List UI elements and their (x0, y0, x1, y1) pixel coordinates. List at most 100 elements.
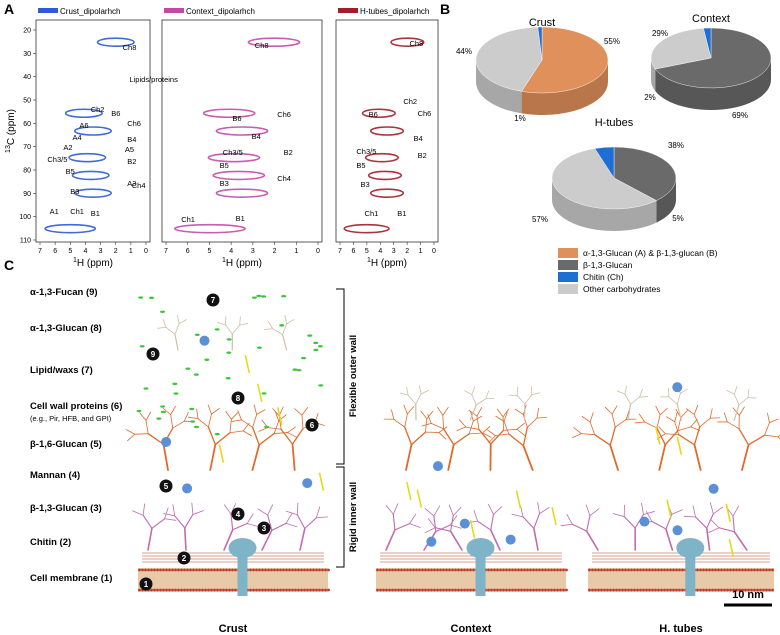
polysaccharide-chain (676, 392, 681, 405)
lipid-wax (551, 506, 557, 526)
lipid-head (547, 588, 550, 592)
polysaccharide-chain (490, 429, 505, 445)
polysaccharide-chain (125, 429, 136, 435)
y-tick-label: 90 (23, 191, 31, 198)
lipid-head (517, 588, 520, 592)
lipid-head (550, 568, 553, 572)
lipid-head (502, 568, 505, 572)
lipid-head (702, 588, 705, 592)
polysaccharide-chain (643, 511, 655, 515)
peak-label: B6 (369, 110, 378, 119)
marker-number: 7 (211, 296, 216, 305)
peak-label: B4 (127, 135, 136, 144)
lipid-head (258, 568, 261, 572)
lipid-head (418, 568, 421, 572)
polysaccharide-chain (268, 321, 274, 330)
polysaccharide-chain (448, 504, 454, 516)
polysaccharide-chain (145, 411, 152, 421)
lipid-head (660, 588, 663, 592)
lipid-head (720, 588, 723, 592)
polysaccharide-chain (267, 514, 273, 531)
peak-label: Ch4 (277, 174, 291, 183)
lipid-head (741, 568, 744, 572)
polysaccharide-chain (634, 421, 646, 424)
lipid-head (454, 568, 457, 572)
lipid-head (168, 568, 171, 572)
lipid-head (261, 568, 264, 572)
polysaccharide-chain (433, 515, 437, 533)
lipid-head (297, 568, 300, 572)
lipid-head (663, 568, 666, 572)
x-axis-title: 1H (ppm) (222, 257, 262, 269)
polysaccharide-chain (272, 408, 280, 417)
polysaccharide-chain (174, 515, 186, 529)
lipid-head (591, 568, 594, 572)
lipid-head (454, 588, 457, 592)
lipid-head (270, 568, 273, 572)
lipid-head (460, 588, 463, 592)
lipid-head (666, 588, 669, 592)
lipid-head (276, 568, 279, 572)
polysaccharide-chain (609, 426, 616, 446)
polysaccharide-chain (695, 516, 708, 529)
peak-label: B4 (414, 134, 423, 143)
inner-wall-label: Rigid inner wall (348, 482, 359, 552)
lipid-head (153, 568, 156, 572)
polysaccharide-chain (239, 322, 249, 326)
polysaccharide-chain (638, 413, 646, 423)
lipid-head (300, 588, 303, 592)
polysaccharide-chain (471, 386, 476, 395)
lipid-head (708, 588, 711, 592)
polysaccharide-chain (442, 414, 445, 430)
pie-3: H-tubes 38% 57% 5% (532, 117, 684, 231)
lipid-head (147, 568, 150, 572)
polysaccharide-chain (452, 506, 462, 516)
polysaccharide-chain (172, 420, 185, 429)
lipid-head (171, 588, 174, 592)
polysaccharide-chain (732, 407, 740, 416)
polysaccharide-chain (450, 515, 454, 532)
lipid-head (708, 568, 711, 572)
lipid-head (273, 588, 276, 592)
polysaccharide-chain (430, 422, 445, 430)
lipid-head (279, 568, 282, 572)
polysaccharide-chain (764, 434, 779, 438)
lipid-head (213, 568, 216, 572)
lipid-head (762, 568, 765, 572)
polysaccharide-chain (267, 504, 274, 516)
contour-peak (64, 108, 103, 119)
lipid-head (457, 568, 460, 572)
polysaccharide-chain (151, 518, 166, 529)
fucan-unit (281, 295, 287, 298)
marker-circle (139, 577, 153, 591)
x-tick-label: 3 (99, 248, 103, 255)
polysaccharide-chain (392, 513, 396, 531)
polysaccharide-chain (495, 415, 505, 422)
lipid-head (376, 568, 379, 572)
fucan-unit (256, 294, 262, 298)
polysaccharide-chain (258, 432, 275, 446)
polysaccharide-chain (164, 518, 177, 521)
polysaccharide-chain (170, 414, 174, 429)
fucan-unit (172, 382, 178, 386)
polysaccharide-chain (394, 523, 411, 531)
lipid-head (285, 568, 288, 572)
x-tick-label: 2 (114, 248, 118, 255)
lipid-head (559, 588, 562, 592)
polysaccharide-chain (586, 515, 591, 532)
lipid-head (487, 588, 490, 592)
x-tick-label: 6 (53, 248, 57, 255)
polysaccharide-chain (676, 403, 682, 421)
polysaccharide-chain (437, 406, 444, 416)
fucan-unit (226, 338, 232, 341)
polysaccharide-chain (726, 421, 740, 430)
lipid-head (508, 568, 511, 572)
lipid-head (762, 588, 765, 592)
lipid-head (385, 588, 388, 592)
x-tick-label: 6 (351, 248, 355, 255)
x-axis-title: 1H (ppm) (367, 257, 407, 269)
polysaccharide-chain (488, 503, 494, 515)
contour-peak (364, 152, 400, 163)
lipid-head (451, 588, 454, 592)
polysaccharide-chain (522, 444, 534, 471)
